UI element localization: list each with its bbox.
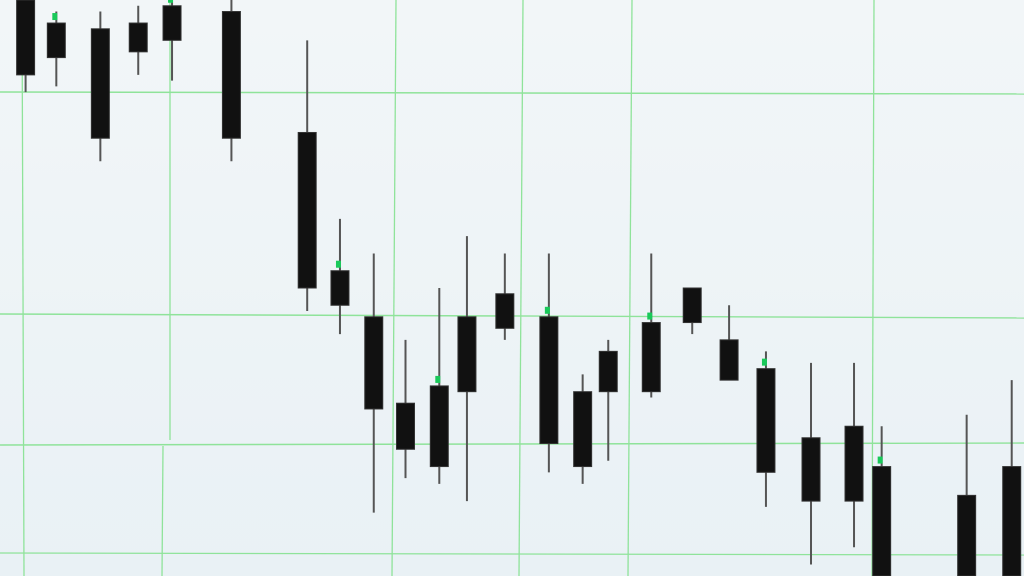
candle-body [573,391,593,468]
candle [573,374,593,484]
candle-body [128,22,148,53]
candle-accent [435,375,441,383]
candle-accent [647,312,653,320]
candle [495,253,515,340]
candle-accent [335,260,341,268]
candle-body [756,368,776,473]
candle [297,40,317,312]
candle [429,288,449,484]
candle-body [16,0,36,76]
grid-line-v3 [161,445,164,576]
candle-body [457,316,477,393]
candle [330,218,350,335]
candle-body [221,11,241,139]
grid-line-v4 [391,0,397,576]
candle [162,0,182,81]
candle [457,236,477,502]
candle [396,339,416,479]
candle [598,339,618,461]
candle [128,5,148,75]
candle [957,414,977,576]
candle [844,362,864,548]
candle-body [495,293,515,329]
candle [719,305,739,381]
candle-accent [52,13,58,21]
candle-body [396,402,416,450]
candle-body [539,316,559,445]
candle-body [364,316,384,410]
candle-accent [877,456,883,464]
candle [872,426,892,576]
candle-body [90,28,110,139]
candle-body [429,385,449,468]
candle-body [844,425,864,502]
candle [16,0,36,93]
candle [641,253,661,398]
grid-line-h1 [0,91,1024,95]
candle-body [297,131,317,289]
grid-line-v6 [627,0,633,576]
candles [16,0,1022,576]
candle-body [330,270,350,306]
candle [539,253,559,473]
grid-line-v1 [21,0,25,576]
candle-body [162,5,182,41]
candle-accent [544,306,550,314]
candle-body [801,437,821,502]
grid-line-h4 [0,552,1024,556]
candle [90,11,110,162]
candle-body [682,287,702,324]
candle-accent [761,358,767,366]
candle [364,253,384,513]
grid-line-v5 [518,0,524,576]
candle [46,11,66,87]
candle-accent [168,0,174,3]
candle [801,362,821,565]
candle [1002,380,1022,576]
grid-line-h3 [0,442,1024,446]
candle-body [641,322,661,393]
candle [756,351,776,507]
candle-body [46,22,66,59]
candle-body [719,339,739,381]
candle-body [957,494,977,576]
candle-body [1002,466,1022,576]
candle [221,0,241,162]
candle-body [598,350,618,393]
candle-body [872,466,892,576]
candle [682,287,702,335]
